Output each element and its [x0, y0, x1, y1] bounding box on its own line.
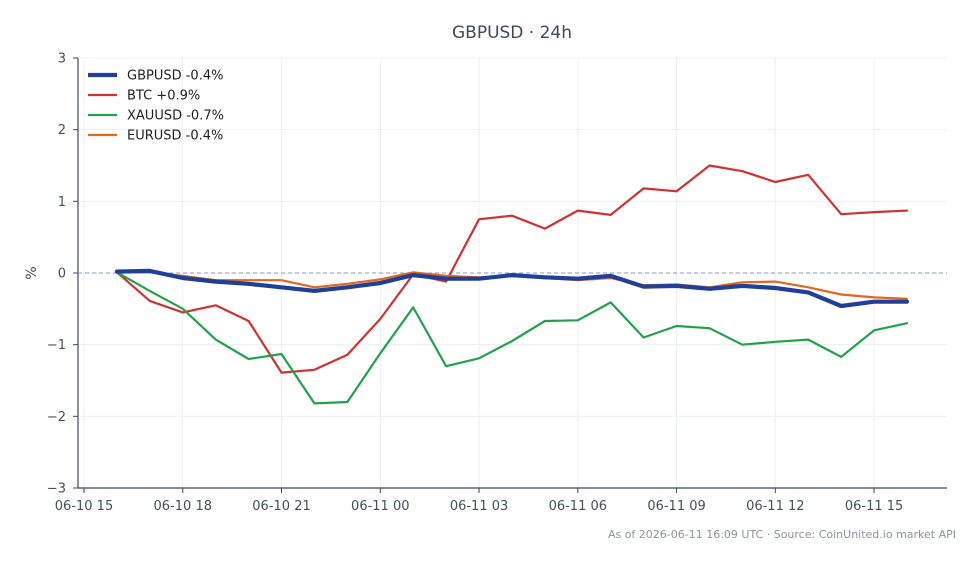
y-tick-label: 3 [58, 52, 66, 67]
y-tick-label: −2 [47, 410, 66, 425]
y-axis-ticks: 3 2 1 0 −1 −2 −3 [47, 52, 78, 497]
series-line-0 [114, 268, 910, 309]
x-tick-label: 06-11 00 [351, 499, 409, 514]
x-tick-label: 06-11 03 [450, 499, 508, 514]
y-tick-label: −1 [47, 338, 66, 353]
y-axis-label: % [24, 266, 40, 279]
y-tick-label: 0 [58, 267, 66, 282]
source-note: As of 2026-06-11 16:09 UTC · Source: Coi… [608, 528, 956, 541]
y-tick-label: 1 [58, 195, 66, 210]
x-tick-label: 06-11 06 [549, 499, 607, 514]
legend-label: BTC +0.9% [127, 89, 200, 104]
legend-label: GBPUSD -0.4% [127, 69, 223, 84]
x-axis-ticks: 06-10 15 06-10 18 06-10 21 06-11 00 06-11 03… [55, 488, 903, 514]
x-tick-label: 06-11 09 [647, 499, 705, 514]
x-tick-label: 06-10 21 [252, 499, 310, 514]
chart-title: GBPUSD · 24h [452, 23, 572, 43]
x-tick-label: 06-10 15 [55, 499, 113, 514]
legend-label: EURUSD -0.4% [127, 129, 223, 144]
x-tick-label: 06-11 15 [845, 499, 903, 514]
y-tick-label: 2 [58, 123, 66, 138]
x-tick-label: 06-10 18 [154, 499, 212, 514]
series-line-2 [115, 271, 909, 405]
x-tick-label: 06-11 12 [746, 499, 804, 514]
series-lines [114, 164, 910, 405]
legend: GBPUSD -0.4% BTC +0.9% XAUUSD -0.7% EURUSD … [88, 69, 224, 144]
legend-label: XAUUSD -0.7% [127, 109, 224, 124]
y-tick-label: −3 [47, 482, 66, 497]
series-line-1 [115, 164, 909, 374]
